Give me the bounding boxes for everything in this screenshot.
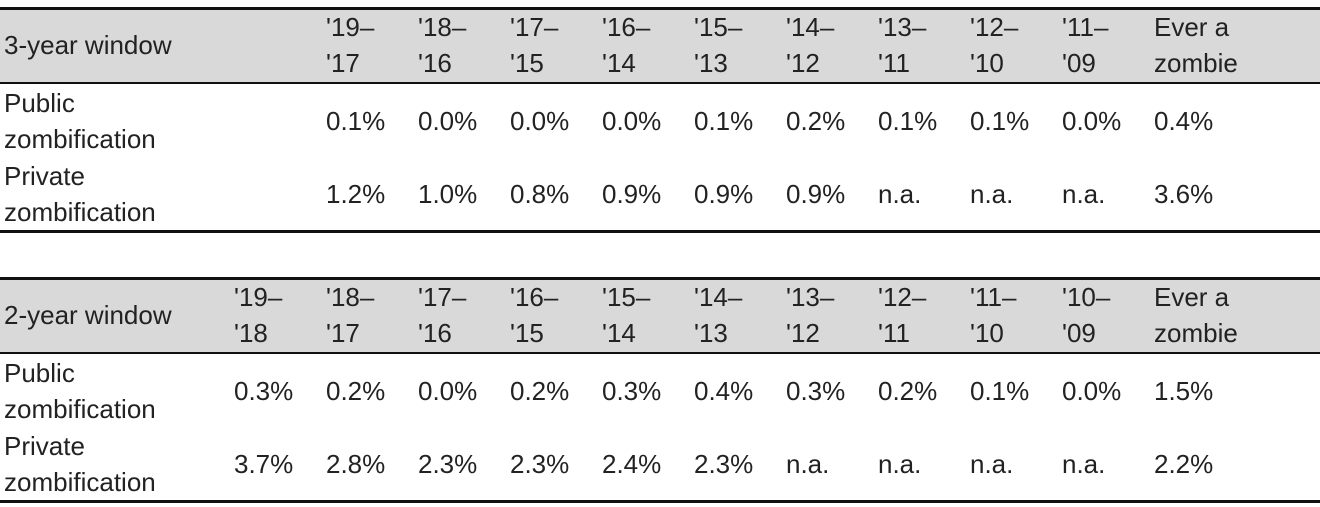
value-cell: 0.0% [602,105,662,136]
value-cell: 0.1% [970,105,1030,136]
column-header: '15– '13 [694,12,743,78]
row-label: Private zombification [4,430,156,497]
value-cell: 0.0% [1062,105,1122,136]
header-background [0,278,1320,352]
column-header: '12– '10 [970,12,1019,78]
value-cell: 2.3% [418,448,478,479]
value-cell: n.a. [786,448,830,479]
column-header: Ever a zombie [1154,12,1238,78]
column-header: '19– '17 [326,12,375,78]
column-header: '14– '12 [786,12,835,78]
top-rule [0,277,1320,280]
value-cell: 0.9% [694,178,754,209]
value-cell: 1.2% [326,178,386,209]
column-header: '13– '11 [878,12,927,78]
column-header: '14– '13 [694,282,743,348]
value-cell: n.a. [878,178,922,209]
row-label: Public zombification [4,357,156,424]
value-cell: n.a. [1062,448,1106,479]
value-cell: 1.5% [1154,375,1214,406]
value-cell: 2.8% [326,448,386,479]
row-label: Public zombification [4,87,156,154]
header-rule [0,352,1320,354]
column-header: Ever a zombie [1154,282,1238,348]
value-cell: 0.2% [326,375,386,406]
column-header: '15– '14 [602,282,651,348]
column-header: '18– '17 [326,282,375,348]
value-cell: n.a. [970,178,1014,209]
bottom-rule [0,500,1320,503]
header-rule [0,82,1320,84]
value-cell: 3.7% [234,448,294,479]
column-header: '19– '18 [234,282,283,348]
column-header: '11– '10 [970,282,1017,348]
value-cell: 0.4% [1154,105,1214,136]
value-cell: 0.9% [602,178,662,209]
value-cell: 0.3% [602,375,662,406]
header-background [0,8,1320,82]
value-cell: 0.0% [510,105,570,136]
value-cell: 0.1% [694,105,754,136]
value-cell: 0.3% [234,375,294,406]
column-header: '13– '12 [786,282,835,348]
column-header: '16– '15 [510,282,559,348]
column-header: '10– '09 [1062,282,1111,348]
value-cell: 0.0% [1062,375,1122,406]
value-cell: 0.1% [878,105,938,136]
value-cell: 0.9% [786,178,846,209]
value-cell: 0.0% [418,105,478,136]
value-cell: 0.2% [510,375,570,406]
value-cell: n.a. [970,448,1014,479]
column-header: '12– '11 [878,282,927,348]
value-cell: 2.3% [694,448,754,479]
value-cell: 0.1% [326,105,386,136]
value-cell: n.a. [878,448,922,479]
value-cell: n.a. [1062,178,1106,209]
table-label: 2-year window [4,300,172,330]
value-cell: 0.1% [970,375,1030,406]
bottom-rule [0,230,1320,233]
value-cell: 0.2% [786,105,846,136]
table-label: 3-year window [4,30,172,60]
value-cell: 0.0% [418,375,478,406]
column-header: '17– '15 [510,12,559,78]
value-cell: 0.2% [878,375,938,406]
top-rule [0,7,1320,10]
row-label: Private zombification [4,160,156,227]
column-header: '18– '16 [418,12,467,78]
value-cell: 0.3% [786,375,846,406]
column-header: '17– '16 [418,282,467,348]
column-header: '16– '14 [602,12,651,78]
value-cell: 2.4% [602,448,662,479]
value-cell: 0.8% [510,178,570,209]
value-cell: 3.6% [1154,178,1214,209]
column-header: '11– '09 [1062,12,1109,78]
value-cell: 1.0% [418,178,478,209]
value-cell: 2.2% [1154,448,1214,479]
value-cell: 2.3% [510,448,570,479]
value-cell: 0.4% [694,375,754,406]
